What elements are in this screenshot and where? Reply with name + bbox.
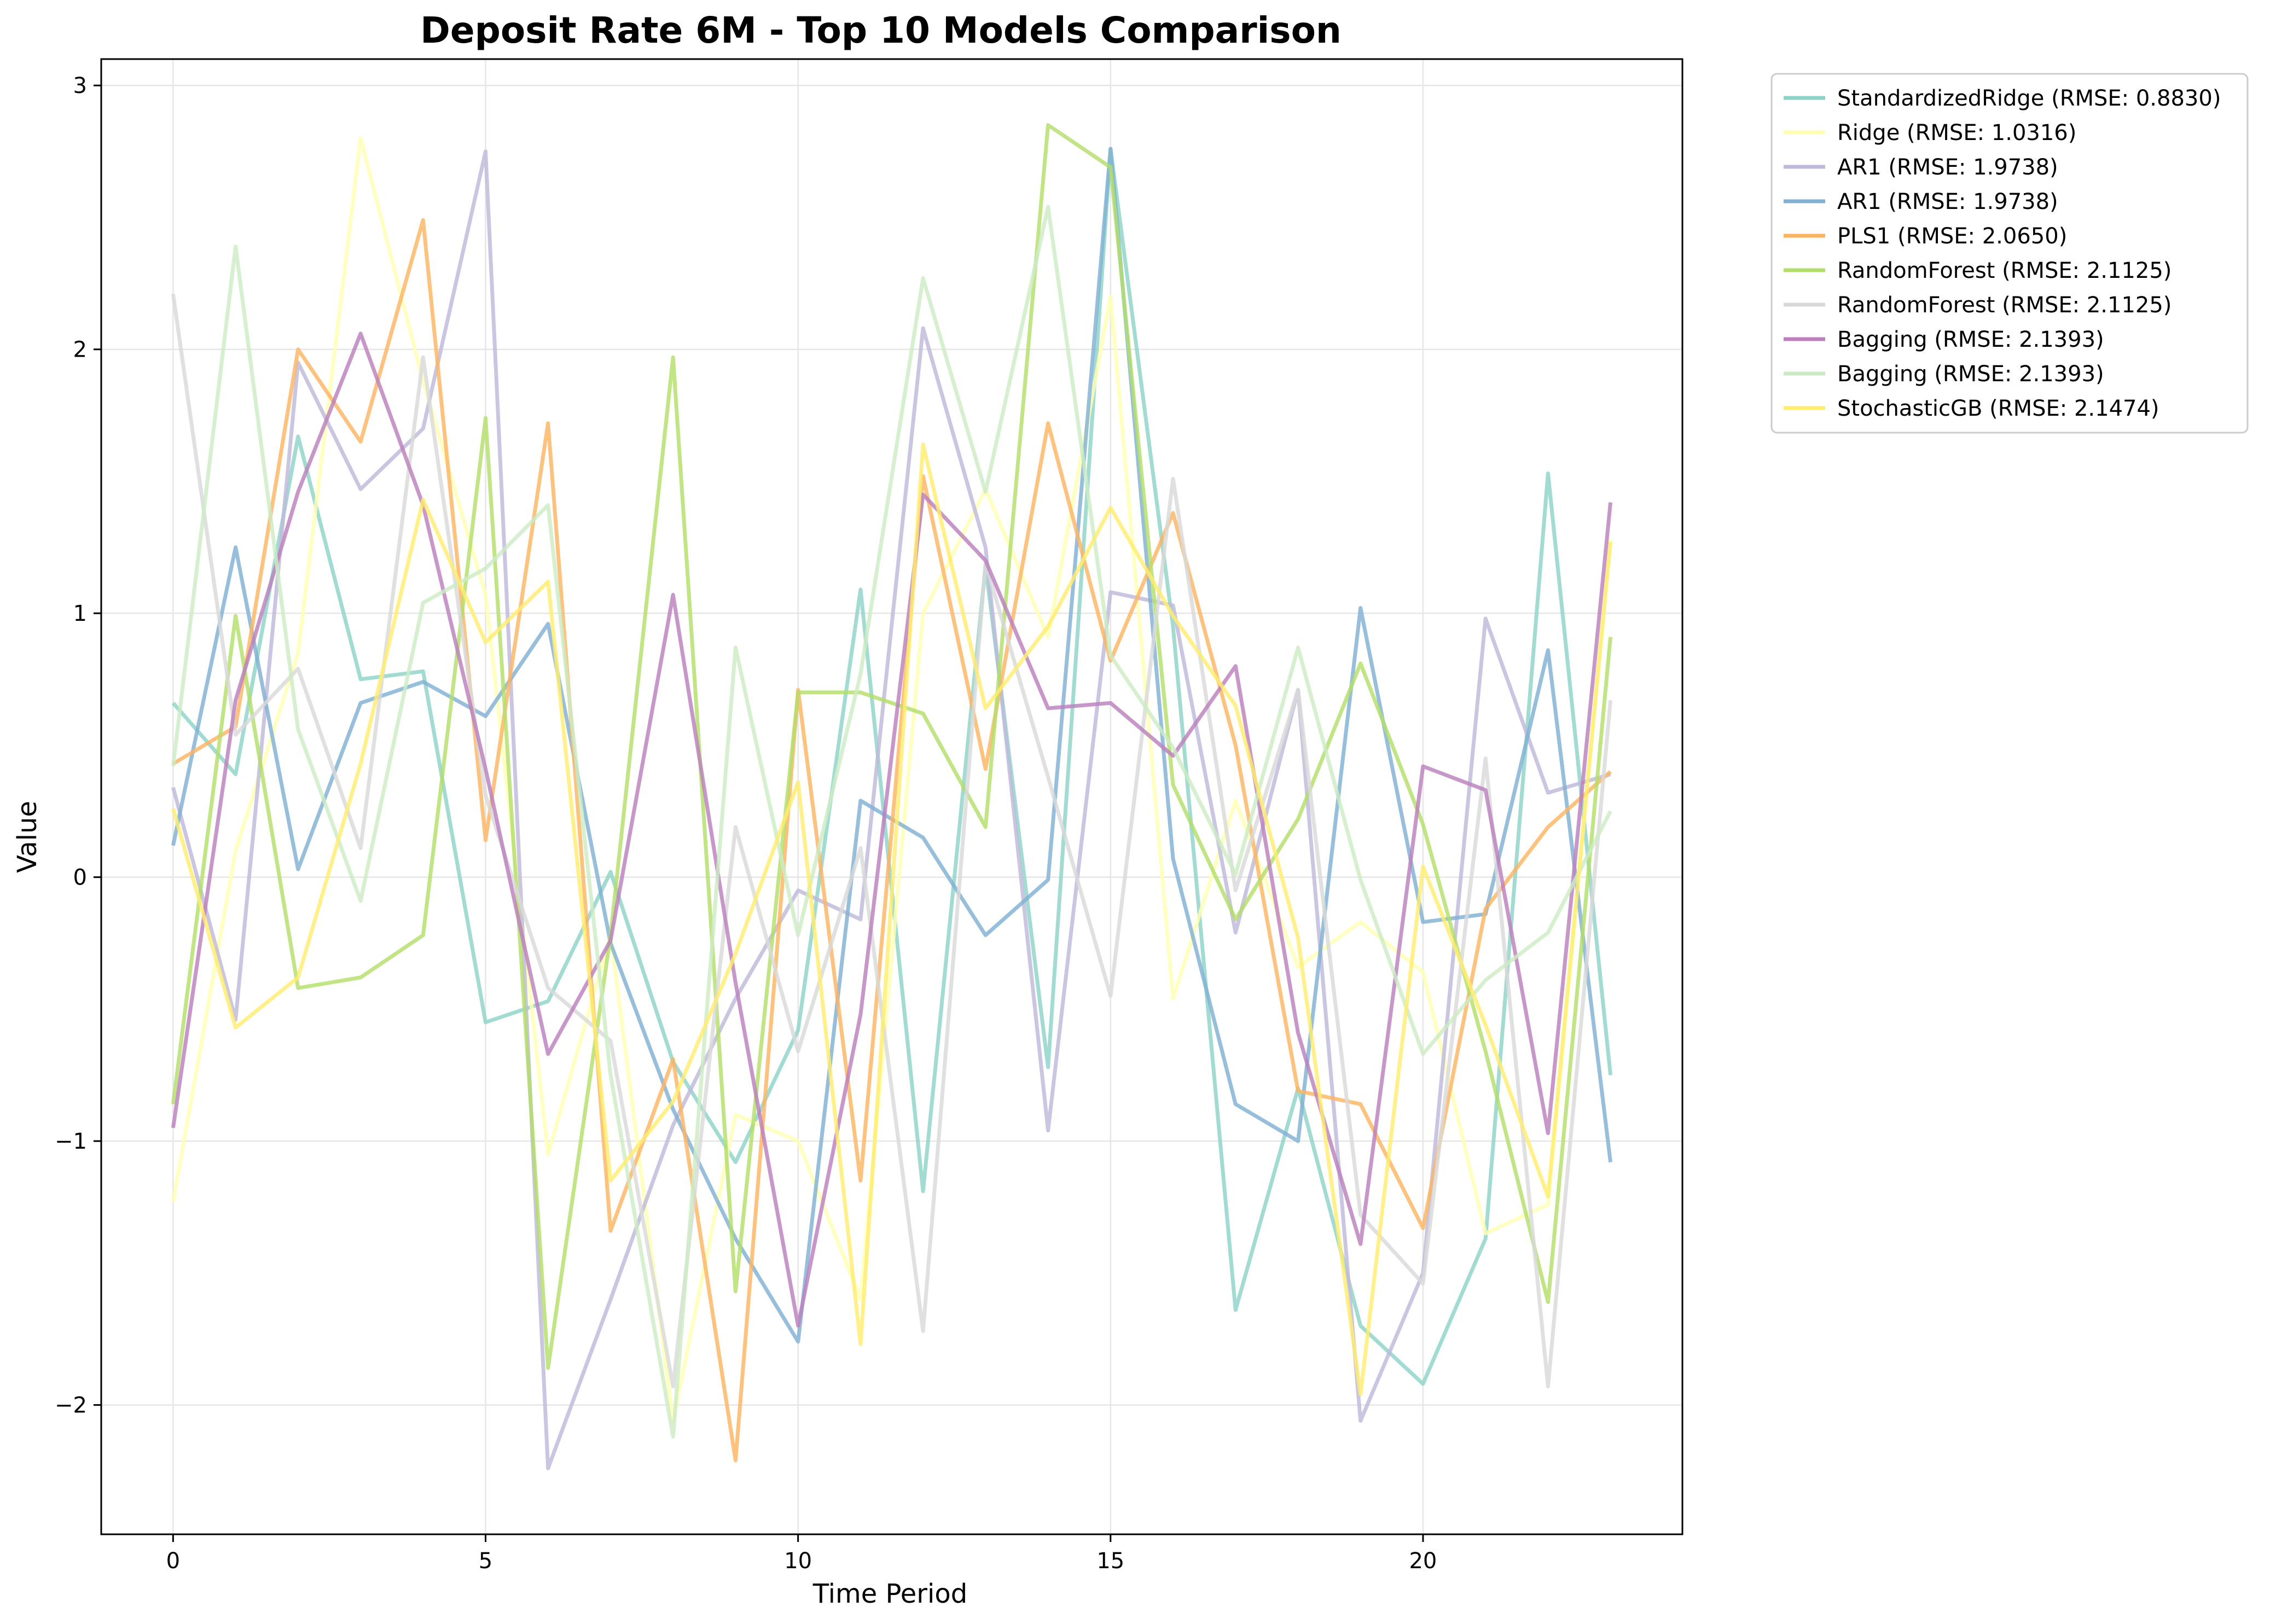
series-lines [171,123,1613,1470]
legend-entry-label: Bagging (RMSE: 2.1393) [1837,327,2104,352]
x-tick-label: 0 [166,1549,180,1574]
legend-entry-label: RandomForest (RMSE: 2.1125) [1837,293,2172,318]
y-tick-label: 2 [73,337,87,363]
y-axis-label: Value [12,801,43,873]
legend-entry-label: StandardizedRidge (RMSE: 0.8830) [1837,86,2221,111]
legend-entry-label: PLS1 (RMSE: 2.0650) [1837,224,2067,249]
legend-entry-label: AR1 (RMSE: 1.9738) [1837,189,2058,214]
series-line-9 [171,442,1613,1396]
x-tick-label: 10 [784,1549,812,1574]
legend-entry-label: Bagging (RMSE: 2.1393) [1837,362,2104,387]
x-axis-label: Time Period [812,1579,967,1609]
series-line-7 [171,331,1613,1328]
legend-entry-label: Ridge (RMSE: 1.0316) [1837,120,2076,145]
series-line-4 [172,218,1612,1463]
legend-entry-label: StochasticGB (RMSE: 2.1474) [1837,396,2159,421]
legend: StandardizedRidge (RMSE: 0.8830) Ridge (R… [1770,73,2249,434]
legend-entry-label: RandomForest (RMSE: 2.1125) [1837,258,2172,283]
y-tick-label: −2 [55,1393,87,1418]
series-line-5 [171,123,1613,1370]
y-tick-label: 0 [73,865,87,890]
series-line-6 [171,293,1613,1389]
x-tick-label: 20 [1409,1549,1437,1574]
chart-title: Deposit Rate 6M - Top 10 Models Comparis… [420,9,1342,51]
series-line-1 [171,136,1613,1423]
x-tick-label: 5 [479,1549,492,1574]
series-line-8 [171,205,1612,1439]
plot-area-frame [100,58,1683,1535]
legend-entry-label: AR1 (RMSE: 1.9738) [1837,155,2058,180]
legend-box [1770,73,2249,434]
y-tick-label: −1 [55,1129,87,1154]
y-tick-label: 3 [73,73,87,98]
y-tick-label: 1 [73,601,87,626]
gridlines [101,59,1682,1534]
axis-ticks: 0 5 10 15 20 −2 −1 0 1 2 3 [55,73,1437,1574]
x-tick-label: 15 [1096,1549,1124,1574]
